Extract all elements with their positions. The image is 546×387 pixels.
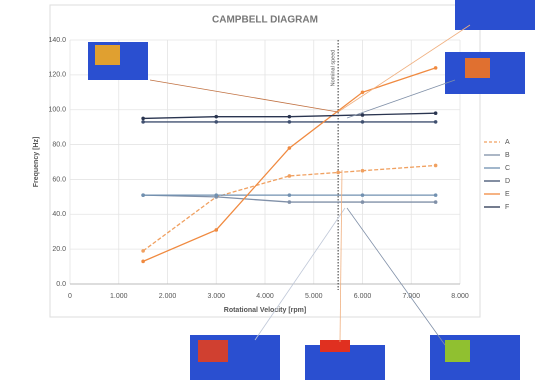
x-tick-label: 8.000 <box>451 293 469 300</box>
x-tick-label: 3.000 <box>207 293 225 300</box>
mode-shape-image <box>430 335 520 380</box>
data-point <box>288 200 292 204</box>
data-point <box>141 193 145 197</box>
x-tick-label: 4.000 <box>256 293 274 300</box>
data-point <box>141 260 145 264</box>
data-point <box>141 249 145 253</box>
mode-shape-image <box>465 58 490 78</box>
data-point <box>288 174 292 178</box>
data-point <box>214 193 218 197</box>
data-point <box>214 228 218 232</box>
data-point <box>214 120 218 124</box>
legend-label: F <box>505 204 509 211</box>
data-point <box>141 117 145 121</box>
x-tick-label: 6.000 <box>354 293 372 300</box>
y-tick-label: 20.0 <box>52 246 66 253</box>
legend-label: A <box>505 139 510 146</box>
y-tick-label: 0.0 <box>56 281 66 288</box>
data-point <box>434 120 438 124</box>
x-tick-label: 1.000 <box>110 293 128 300</box>
data-point <box>434 193 438 197</box>
y-axis-title: Frequency [Hz] <box>33 137 40 188</box>
data-point <box>361 193 365 197</box>
data-point <box>288 120 292 124</box>
legend-label: C <box>505 165 510 172</box>
data-point <box>361 113 365 117</box>
y-tick-label: 80.0 <box>52 141 66 148</box>
y-tick-label: 40.0 <box>52 211 66 218</box>
x-tick-label: 0 <box>68 293 72 300</box>
data-point <box>434 164 438 168</box>
legend-label: D <box>505 178 510 185</box>
data-point <box>288 115 292 119</box>
data-point <box>361 90 365 94</box>
data-point <box>288 193 292 197</box>
y-tick-label: 60.0 <box>52 176 66 183</box>
data-point <box>214 115 218 119</box>
data-point <box>434 66 438 70</box>
data-point <box>336 171 340 175</box>
reference-label: Nominal speed <box>331 50 337 87</box>
mode-shape-image <box>95 45 120 65</box>
data-point <box>288 146 292 150</box>
data-point <box>141 120 145 124</box>
data-point <box>361 120 365 124</box>
data-point <box>434 200 438 204</box>
x-tick-label: 2.000 <box>159 293 177 300</box>
mode-shape-image <box>320 340 350 352</box>
y-tick-label: 120.0 <box>48 72 66 79</box>
mode-shape-image <box>445 340 470 362</box>
y-tick-label: 140.0 <box>48 37 66 44</box>
legend-label: E <box>505 191 510 198</box>
data-point <box>361 200 365 204</box>
chart: CAMPBELL DIAGRAM Rotational Velocity [rp… <box>0 0 546 387</box>
x-axis-title: Rotational Velocity [rpm] <box>224 307 306 314</box>
legend-label: B <box>505 152 510 159</box>
y-tick-label: 100.0 <box>48 107 66 114</box>
chart-title: CAMPBELL DIAGRAM <box>212 15 318 26</box>
x-tick-label: 5.000 <box>305 293 323 300</box>
x-tick-label: 7.000 <box>402 293 420 300</box>
data-point <box>361 169 365 173</box>
data-point <box>434 111 438 115</box>
mode-shape-image <box>455 0 535 30</box>
mode-shape-image <box>198 340 228 362</box>
